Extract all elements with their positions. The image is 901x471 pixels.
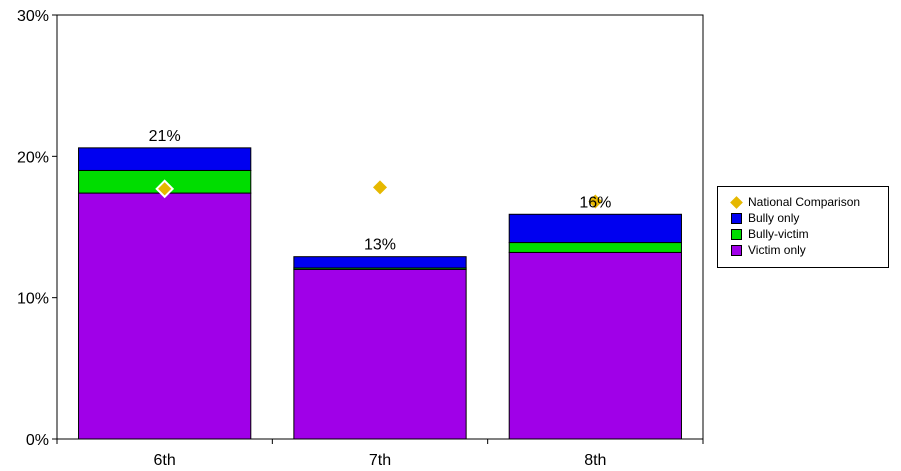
- legend-item-bully-victim: Bully-victim: [731, 227, 809, 241]
- x-tick-label-6th: 6th: [154, 452, 176, 469]
- bar-victim-only-8th: [508, 251, 682, 440]
- y-tick-label: 30%: [17, 8, 49, 25]
- bar-bully-victim-8th: [508, 242, 682, 253]
- y-tick-label: 10%: [17, 291, 49, 308]
- bar-victim-only-7th: [293, 268, 467, 440]
- bully-only-swatch: [731, 212, 742, 224]
- legend: National Comparison Bully only Bully-vic…: [717, 186, 889, 268]
- national-comparison-marker-6th: [155, 179, 175, 199]
- legend-item-bully-only: Bully only: [731, 211, 799, 225]
- y-tick-label: 0%: [26, 432, 49, 449]
- data-label-7th: 13%: [364, 237, 396, 254]
- data-label-8th: 16%: [579, 194, 611, 211]
- bars-layer: [78, 147, 682, 440]
- bar-bully-only-6th: [78, 147, 252, 171]
- legend-label: Bully-victim: [748, 227, 809, 241]
- data-label-6th: 21%: [149, 128, 181, 145]
- legend-item-national-comparison: National Comparison: [730, 195, 861, 209]
- legend-label: National Comparison: [748, 195, 861, 209]
- legend-label: Victim only: [748, 243, 806, 257]
- bar-bully-only-8th: [508, 213, 682, 244]
- legend-label: Bully only: [748, 211, 800, 225]
- bar-bully-only-7th: [293, 256, 467, 269]
- national-comparison-diamond-icon: [730, 195, 743, 209]
- axes-layer: 0% 10% 20% 30% 6th 7th 8th: [17, 8, 704, 469]
- national-comparison-marker-8th: [588, 194, 603, 209]
- national-comparison-marker-7th: [373, 180, 387, 195]
- legend-item-victim-only: Victim only: [731, 243, 806, 257]
- labels-layer: 21% 13% 16%: [149, 128, 612, 254]
- bar-victim-only-6th: [78, 192, 252, 440]
- victim-only-swatch: [731, 244, 742, 256]
- x-tick-label-7th: 7th: [369, 452, 391, 469]
- y-tick-label: 20%: [17, 149, 49, 166]
- bully-victim-swatch: [731, 228, 742, 240]
- markers-layer: [155, 179, 603, 209]
- x-tick-label-8th: 8th: [584, 452, 606, 469]
